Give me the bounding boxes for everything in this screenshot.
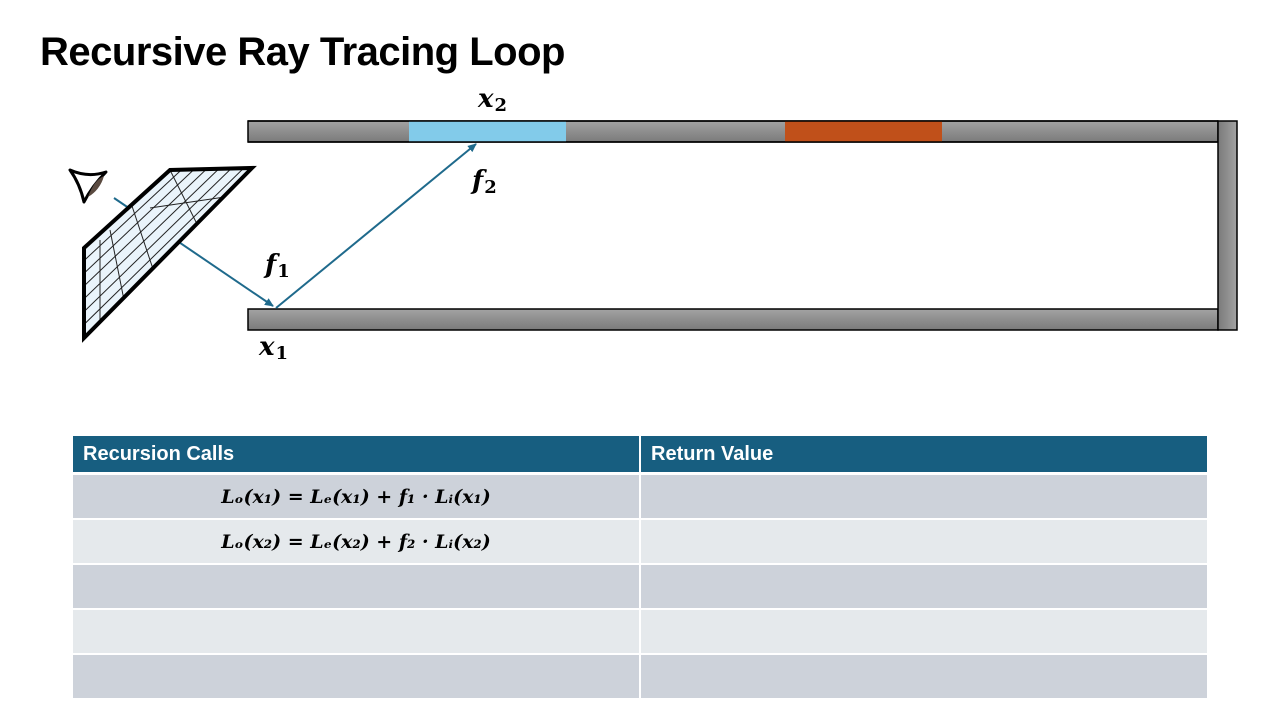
label-x1: x1 (259, 334, 288, 363)
light-blue-patch (409, 121, 566, 142)
cell-return-value[interactable] (640, 654, 1207, 700)
cell-return-value[interactable] (640, 473, 1207, 520)
cell-return-value[interactable] (640, 519, 1207, 565)
label-f1-sub: 1 (277, 261, 290, 282)
label-x2-base: x (478, 84, 494, 114)
ray-x1-to-x2 (275, 143, 477, 309)
table-row (73, 609, 1207, 655)
label-x2: x2 (478, 86, 507, 115)
cell-recursion-call[interactable] (73, 654, 641, 700)
label-f2: f2 (472, 168, 497, 197)
table-row (73, 564, 1207, 610)
floor-wall (247, 308, 1219, 331)
label-f2-base: f (472, 166, 484, 196)
label-f2-sub: 2 (484, 177, 497, 198)
cell-recursion-call[interactable] (73, 564, 641, 610)
header-return-value: Return Value (640, 436, 1207, 475)
ceiling-wall (247, 120, 1219, 143)
table-header-row: Recursion Calls Return Value (73, 436, 1207, 475)
recursion-table: Recursion Calls Return Value Lₒ(x₁) = Lₑ… (73, 436, 1207, 700)
label-f1: f1 (265, 252, 290, 281)
image-plane-grid-icon (82, 165, 257, 343)
table-row: Lₒ(x₁) = Lₑ(x₁) + f₁ · Lᵢ(x₁) (73, 473, 1207, 520)
table-row (73, 654, 1207, 700)
label-f1-base: f (265, 250, 277, 280)
ray-tracing-diagram (68, 120, 1238, 343)
cell-recursion-call[interactable] (73, 609, 641, 655)
orange-patch (785, 121, 942, 142)
right-wall (1217, 120, 1238, 331)
eye-icon (68, 168, 108, 204)
cell-recursion-call[interactable]: Lₒ(x₂) = Lₑ(x₂) + f₂ · Lᵢ(x₂) (73, 519, 641, 565)
header-recursion-calls: Recursion Calls (73, 436, 641, 475)
table-row: Lₒ(x₂) = Lₑ(x₂) + f₂ · Lᵢ(x₂) (73, 519, 1207, 565)
label-x1-sub: 1 (275, 343, 289, 364)
label-x1-base: x (259, 332, 275, 362)
cell-return-value[interactable] (640, 609, 1207, 655)
cell-return-value[interactable] (640, 564, 1207, 610)
cell-recursion-call[interactable]: Lₒ(x₁) = Lₑ(x₁) + f₁ · Lᵢ(x₁) (73, 473, 641, 520)
label-x2-sub: 2 (494, 95, 508, 116)
slide-title: Recursive Ray Tracing Loop (40, 30, 565, 74)
